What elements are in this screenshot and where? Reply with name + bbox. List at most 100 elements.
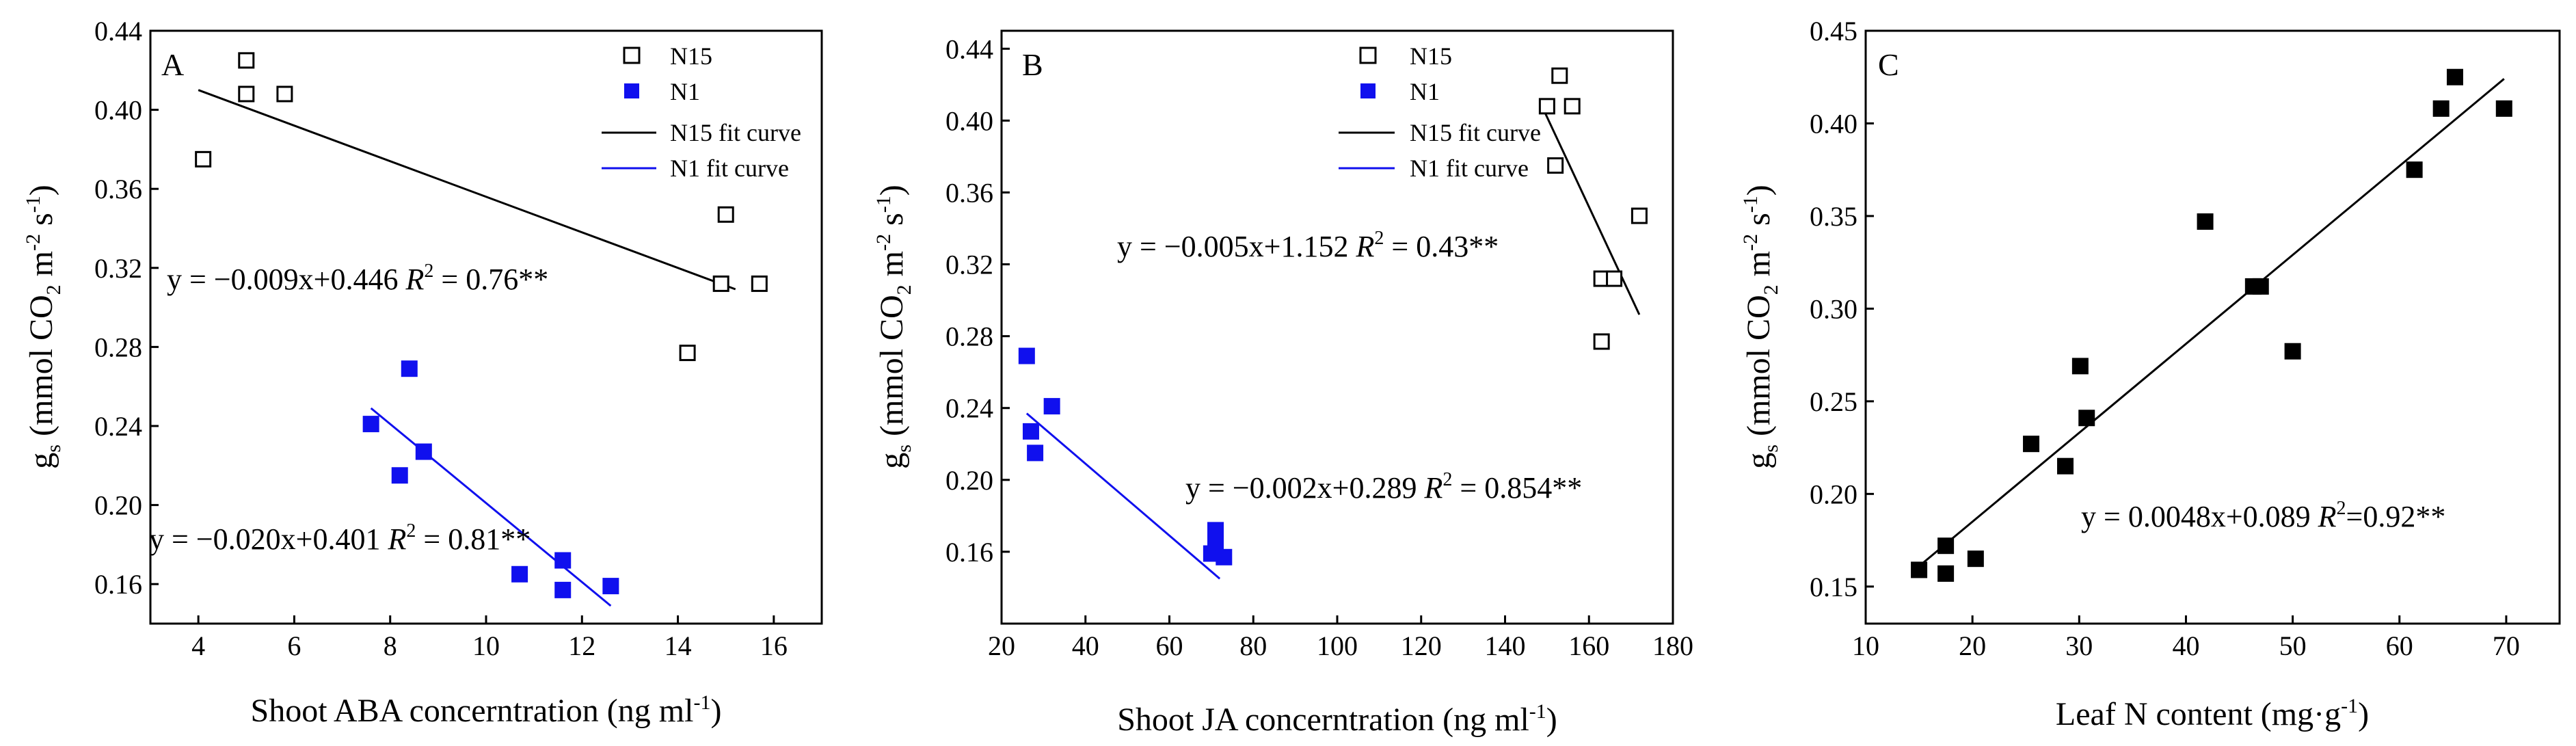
point-all xyxy=(2078,410,2095,427)
point-n1 xyxy=(1207,522,1224,539)
point-n1 xyxy=(1022,423,1039,440)
y-tick-label: 0.16 xyxy=(94,569,142,600)
point-all xyxy=(2252,278,2269,295)
point-n1 xyxy=(362,416,379,433)
point-n1 xyxy=(554,581,572,598)
point-all xyxy=(2432,100,2450,117)
point-n15 xyxy=(712,275,729,292)
panel-b-axes: 20 40 60 80 100 120 140 160 180 0.16 0.20 0.24 0.28 0… xyxy=(945,34,1693,661)
fit-line-n1-fit-curve xyxy=(370,407,612,607)
point-all xyxy=(2284,343,2301,360)
point-n1 xyxy=(602,578,619,595)
legend-n1-fit-label: N1 fit curve xyxy=(670,155,789,182)
x-tick-label: 60 xyxy=(1156,630,1183,661)
point-all xyxy=(2023,436,2040,453)
x-tick-label: 8 xyxy=(384,630,397,661)
panel-a: 4 6 8 10 12 14 16 0.16 0.20 0.24 0.28 0.32 0.36 0.40 0… xyxy=(22,16,823,729)
panel-b-marks xyxy=(1018,67,1648,580)
fit-line-n15-fit-curve xyxy=(1542,107,1641,315)
panel-a-marks xyxy=(195,52,768,607)
x-tick-label: 4 xyxy=(191,630,205,661)
y-tick-label: 0.24 xyxy=(945,393,993,424)
point-n15 xyxy=(238,52,255,69)
panel-a-letter: A xyxy=(161,47,184,82)
panel-b-legend: N15 N1 N15 fit curve N1 fit curve xyxy=(1339,42,1541,182)
point-n1 xyxy=(511,565,528,583)
x-tick-label: 40 xyxy=(1072,630,1099,661)
x-tick-label: 10 xyxy=(1852,630,1879,661)
x-tick-label: 120 xyxy=(1401,630,1442,661)
y-tick-label: 0.40 xyxy=(945,105,993,136)
x-tick-label: 20 xyxy=(988,630,1015,661)
point-n1 xyxy=(1018,347,1035,364)
fit-line-n15-fit-curve xyxy=(198,89,736,291)
y-tick-label: 0.20 xyxy=(94,490,142,521)
panel-b-letter: B xyxy=(1022,47,1043,82)
point-n15 xyxy=(195,150,212,168)
y-tick-label: 0.15 xyxy=(1810,572,1857,602)
y-tick-label: 0.28 xyxy=(945,321,993,352)
panel-a-x-axis-label: Shoot ABA concerntration (ng ml-1) xyxy=(251,691,722,729)
x-tick-label: 40 xyxy=(2172,630,2199,661)
x-tick-label: 70 xyxy=(2493,630,2520,661)
point-all xyxy=(2071,358,2089,375)
legend-n15-marker xyxy=(623,46,641,64)
legend-n15-label: N15 xyxy=(670,42,712,70)
y-tick-label: 0.16 xyxy=(945,537,993,568)
x-tick-label: 6 xyxy=(287,630,301,661)
x-tick-label: 16 xyxy=(760,630,788,661)
x-tick-label: 50 xyxy=(2279,630,2307,661)
x-tick-label: 12 xyxy=(568,630,595,661)
panel-c: 10 20 30 40 50 60 70 0.15 0.20 0.25 0.30 0.35 0.40 0.… xyxy=(1739,16,2561,732)
point-n1 xyxy=(415,443,432,460)
point-all xyxy=(2495,100,2512,117)
y-tick-label: 0.40 xyxy=(1810,108,1857,139)
legend-n15-marker xyxy=(1359,46,1377,64)
panel-c-plot-frame xyxy=(1864,29,2561,625)
y-tick-label: 0.35 xyxy=(1810,201,1857,232)
point-n15 xyxy=(679,345,696,362)
y-tick-label: 0.28 xyxy=(94,332,142,362)
point-all xyxy=(2057,457,2074,475)
panel-a-n15-equation: y = −0.009x+0.446 R2 = 0.76** xyxy=(167,261,548,296)
panel-b-n15-equation: y = −0.005x+1.152 R2 = 0.43** xyxy=(1117,228,1499,263)
point-all xyxy=(2406,161,2423,178)
panel-c-axes: 10 20 30 40 50 60 70 0.15 0.20 0.25 0.30 0.35 0.40 0.… xyxy=(1810,16,2520,661)
panel-c-marks xyxy=(1911,68,2512,582)
point-n1 xyxy=(401,360,418,377)
y-tick-label: 0.40 xyxy=(94,95,142,126)
legend-n15-fit-label: N15 fit curve xyxy=(670,119,801,146)
legend-n1-label: N1 xyxy=(1410,78,1440,105)
y-tick-label: 0.45 xyxy=(1810,16,1857,46)
point-n15 xyxy=(276,85,293,103)
point-n15 xyxy=(238,85,255,103)
y-tick-label: 0.20 xyxy=(945,465,993,496)
point-all xyxy=(1937,537,1955,555)
panel-a-legend: N15 N1 N15 fit curve N1 fit curve xyxy=(602,42,801,182)
x-tick-label: 140 xyxy=(1485,630,1526,661)
x-tick-label: 160 xyxy=(1568,630,1609,661)
legend-n1-label: N1 xyxy=(670,78,700,105)
point-n1 xyxy=(554,552,572,569)
legend-n15-fit-label: N15 fit curve xyxy=(1410,119,1541,146)
panel-b-n1-equation: y = −0.002x+0.289 R2 = 0.854** xyxy=(1185,469,1582,505)
point-n15 xyxy=(1631,207,1648,224)
y-tick-label: 0.44 xyxy=(94,16,142,46)
x-tick-label: 30 xyxy=(2065,630,2093,661)
y-tick-label: 0.32 xyxy=(945,250,993,280)
panel-c-letter: C xyxy=(1878,47,1899,82)
panel-b-x-axis-label: Shoot JA concerntration (ng ml-1) xyxy=(1117,700,1557,738)
x-tick-label: 80 xyxy=(1239,630,1267,661)
x-tick-label: 10 xyxy=(472,630,500,661)
panel-b: 20 40 60 80 100 120 140 160 180 0.16 0.20 0.24 0.28 0… xyxy=(872,29,1693,738)
panel-c-x-axis-label: Leaf N content (mg·g-1) xyxy=(2056,695,2369,732)
fit-line-fit xyxy=(1918,78,2505,568)
point-n15 xyxy=(717,206,734,223)
point-all xyxy=(1967,550,1984,568)
panel-a-axes: 4 6 8 10 12 14 16 0.16 0.20 0.24 0.28 0.32 0.36 0.40 0… xyxy=(94,16,788,661)
legend-n1-marker xyxy=(624,83,639,98)
panel-c-equation: y = 0.0048x+0.089 R2=0.92** xyxy=(2081,498,2445,533)
point-n15 xyxy=(1593,333,1610,350)
y-tick-label: 0.44 xyxy=(945,34,993,64)
point-n15 xyxy=(1538,98,1555,115)
